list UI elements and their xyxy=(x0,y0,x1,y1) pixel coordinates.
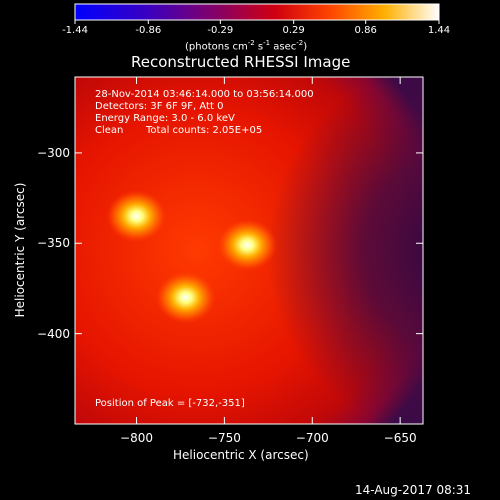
chart-title: Reconstructed RHESSI Image xyxy=(131,53,351,71)
units-mid: s xyxy=(254,41,264,53)
annotation-energy: Energy Range: 3.0 - 6.0 keV xyxy=(95,113,235,124)
annotation-counts: Total counts: 2.05E+05 xyxy=(146,125,263,136)
colorbar-tick-label: 0.29 xyxy=(282,25,305,36)
x-tick-label: −650 xyxy=(383,431,417,445)
units-exp1: -2 xyxy=(247,39,255,47)
colorbar-tick-label: 0.86 xyxy=(354,25,377,36)
y-tick-label: −400 xyxy=(37,326,70,341)
colorbar-tick-label: -1.44 xyxy=(62,25,88,36)
hxr-source xyxy=(155,271,216,324)
x-tick-label: −750 xyxy=(207,431,241,445)
y-tick-label: −350 xyxy=(37,236,70,251)
footer-date: 14-Aug-2017 08:31 xyxy=(355,483,472,497)
colorbar-tick-label: -0.29 xyxy=(207,25,234,36)
x-tick-label: −700 xyxy=(295,431,329,445)
hxr-source xyxy=(106,190,167,243)
annotation-time: 28-Nov-2014 03:46:14.000 to 03:56:14.000 xyxy=(95,89,314,100)
plot-frame xyxy=(74,76,424,425)
y-axis-label: Heliocentric Y (arcsec) xyxy=(13,182,27,318)
units-tail: asec xyxy=(270,41,297,53)
axis-ticks xyxy=(75,77,423,424)
annotation-clean: Clean xyxy=(95,125,124,136)
annotation-detectors: Detectors: 3F 6F 9F, Att 0 xyxy=(95,101,224,112)
y-tick-label: −300 xyxy=(37,145,70,160)
hxr-source xyxy=(217,219,278,272)
units-exp2: -1 xyxy=(263,39,271,47)
units-text: (photons cm xyxy=(185,41,248,53)
colorbar xyxy=(74,3,440,21)
colorbar-units: (photons cm-2 s-1 asec-2) xyxy=(185,40,307,52)
heatmap-image xyxy=(75,77,423,424)
units-exp3: -2 xyxy=(296,39,304,47)
x-axis-label: Heliocentric X (arcsec) xyxy=(173,448,309,462)
units-close: ) xyxy=(303,41,308,53)
colorbar-tick-label: -0.86 xyxy=(135,25,162,36)
x-tick-label: −800 xyxy=(120,431,153,445)
colorbar-tick-label: 1.44 xyxy=(427,25,451,36)
peak-position-label: Position of Peak = [-732,-351] xyxy=(95,398,245,409)
colorbar-ticks xyxy=(74,20,440,24)
